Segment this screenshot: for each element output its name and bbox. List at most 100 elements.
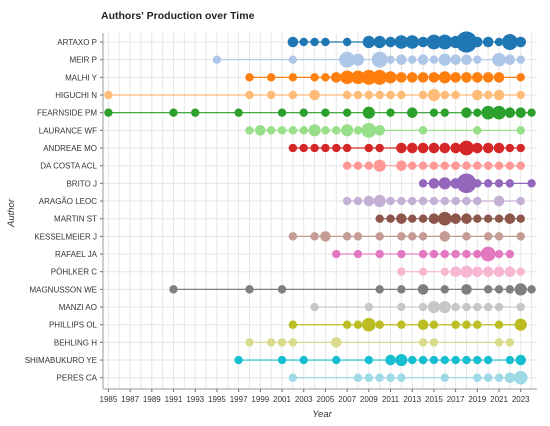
- production-point: [406, 142, 418, 154]
- production-point: [440, 90, 449, 100]
- production-point: [310, 73, 319, 82]
- production-point: [408, 355, 417, 365]
- production-point: [515, 107, 527, 118]
- production-point: [234, 355, 243, 365]
- x-tick-label: 2003: [295, 395, 313, 404]
- production-point: [472, 72, 483, 83]
- x-tick-label: 2007: [338, 395, 356, 404]
- production-point: [299, 108, 308, 117]
- production-point: [309, 89, 320, 101]
- production-point: [516, 267, 525, 276]
- production-point: [361, 69, 377, 85]
- production-point: [417, 72, 429, 83]
- production-point: [385, 36, 396, 48]
- production-point: [428, 213, 440, 224]
- production-point: [308, 124, 321, 137]
- y-tick-label: ARAGÃO LEOC: [39, 197, 97, 206]
- production-point: [492, 105, 506, 120]
- production-point: [375, 373, 384, 382]
- production-point: [482, 266, 494, 277]
- production-point: [429, 196, 439, 206]
- production-point: [483, 90, 493, 100]
- production-point: [321, 73, 330, 82]
- production-point: [277, 338, 287, 347]
- y-tick-label: RAFAEL JA: [55, 250, 98, 259]
- production-point: [473, 373, 482, 382]
- production-point: [385, 354, 396, 366]
- series-9: [418, 173, 536, 194]
- production-point: [494, 179, 504, 188]
- production-point: [288, 143, 298, 153]
- production-point: [397, 267, 406, 276]
- y-tick-labels: ARTAXO P MEIR P MALHI Y HIGUCHI N FEARNSIDE …: [25, 38, 98, 383]
- production-point: [494, 161, 504, 170]
- production-point: [310, 37, 319, 47]
- production-point: [462, 302, 471, 312]
- production-point: [245, 285, 254, 294]
- x-axis-label: Year: [312, 409, 332, 420]
- production-point: [429, 161, 439, 170]
- production-point: [428, 72, 440, 83]
- series-14: [397, 265, 525, 278]
- production-point: [396, 142, 407, 154]
- series: [104, 31, 536, 385]
- production-point: [473, 302, 482, 312]
- production-point: [514, 283, 527, 296]
- production-point: [505, 355, 515, 365]
- production-point: [384, 71, 397, 84]
- production-point: [450, 54, 461, 65]
- production-point: [451, 249, 460, 259]
- production-point: [330, 337, 342, 348]
- production-point: [418, 161, 428, 170]
- production-point: [342, 320, 352, 329]
- x-tick-label: 1997: [230, 395, 248, 404]
- production-point: [516, 90, 525, 100]
- production-point: [396, 213, 407, 224]
- production-point: [321, 126, 330, 135]
- production-point: [375, 214, 384, 223]
- production-point: [527, 108, 536, 117]
- production-point: [494, 302, 504, 312]
- production-point: [440, 373, 449, 382]
- production-point: [353, 161, 363, 170]
- production-point: [429, 338, 439, 347]
- production-point: [364, 143, 374, 153]
- production-point: [492, 52, 506, 67]
- production-point: [451, 302, 460, 312]
- production-point: [373, 159, 386, 172]
- production-point: [483, 285, 493, 294]
- production-point: [494, 249, 504, 259]
- production-point: [493, 72, 505, 83]
- production-point: [461, 72, 472, 83]
- production-point: [353, 320, 363, 329]
- production-point: [342, 143, 352, 153]
- x-tick-label: 2011: [382, 395, 400, 404]
- production-point: [277, 126, 287, 135]
- production-point: [417, 142, 429, 154]
- production-point: [462, 196, 471, 206]
- production-point: [234, 108, 243, 117]
- y-tick-label: ARTAXO P: [57, 38, 97, 47]
- production-point: [386, 55, 395, 64]
- production-point: [386, 196, 395, 206]
- production-point: [462, 161, 471, 170]
- production-point: [397, 232, 406, 241]
- y-tick-label: PÖHLKER C: [51, 268, 97, 277]
- production-point: [386, 108, 395, 117]
- production-point: [428, 142, 440, 154]
- production-point: [429, 55, 439, 64]
- production-point: [340, 70, 354, 85]
- x-tick-label: 1991: [165, 395, 183, 404]
- production-point: [386, 214, 395, 223]
- production-point: [397, 249, 406, 259]
- production-point: [450, 72, 461, 83]
- series-11: [375, 211, 525, 226]
- production-point: [299, 126, 308, 135]
- production-point: [321, 108, 330, 117]
- production-point: [429, 355, 439, 365]
- production-point: [277, 355, 287, 365]
- production-point: [320, 231, 331, 242]
- production-point: [408, 214, 417, 223]
- production-point: [504, 54, 516, 65]
- production-point: [288, 320, 298, 329]
